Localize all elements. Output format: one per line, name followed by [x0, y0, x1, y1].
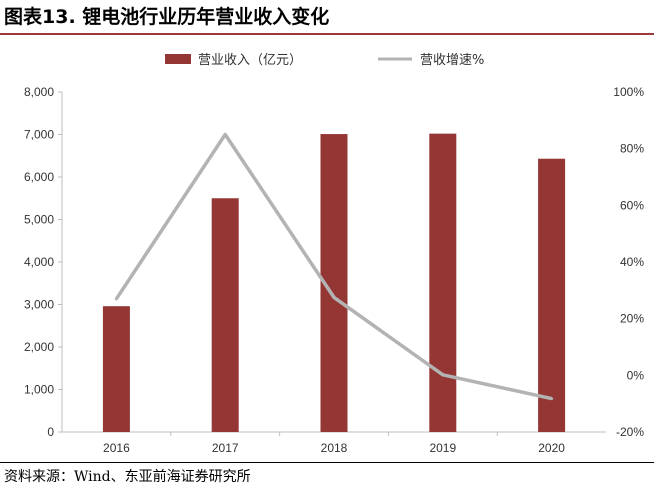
legend: 营业收入（亿元） 营收增速%	[165, 53, 484, 68]
growth-point	[441, 373, 445, 377]
axes: 0 1,000 2,000 3,000 4,000 5,000 6,000 7,000 8,00…	[24, 85, 644, 455]
source-note: 资料来源：Wind、东亚前海证券研究所	[4, 469, 251, 485]
growth-point	[114, 297, 118, 301]
legend-bar-swatch	[165, 54, 191, 64]
growth-point	[332, 295, 336, 299]
y-left-tick-label: 8,000	[24, 85, 54, 99]
y-right-tick-label: 40%	[620, 255, 644, 269]
y-left-tick-label: 0	[47, 425, 54, 439]
y-right-tick-label: 20%	[620, 312, 644, 326]
revenue-bar	[538, 158, 566, 432]
y-right-tick-label: -20%	[616, 425, 644, 439]
x-tick-label: 2018	[321, 441, 348, 455]
y-left-tick-label: 2,000	[24, 340, 54, 354]
x-tick-label: 2020	[538, 441, 565, 455]
revenue-bar	[429, 133, 457, 432]
y-left-tick-label: 1,000	[24, 383, 54, 397]
y-left-tick-label: 6,000	[24, 170, 54, 184]
x-tick-label: 2017	[212, 441, 239, 455]
revenue-bar	[102, 306, 130, 432]
legend-bar-label: 营业收入（亿元）	[198, 53, 302, 68]
y-left-tick-label: 4,000	[24, 255, 54, 269]
y-left-tick-label: 3,000	[24, 298, 54, 312]
x-tick-label: 2019	[429, 441, 456, 455]
revenue-chart: 营业收入（亿元） 营收增速% 0 1,000 2,000 3,000 4,000 5,00…	[24, 53, 644, 455]
y-left-tick-label: 5,000	[24, 213, 54, 227]
x-tick-label: 2016	[103, 441, 130, 455]
chart-title: 图表13. 锂电池行业历年营业收入变化	[4, 6, 330, 28]
revenue-bar	[211, 198, 239, 432]
title-divider	[0, 33, 654, 35]
y-right-tick-label: 60%	[620, 198, 644, 212]
y-right-tick-label: 80%	[620, 142, 644, 156]
source-divider	[0, 462, 654, 463]
y-left-tick-label: 7,000	[24, 128, 54, 142]
legend-line-label: 营收增速%	[420, 53, 484, 68]
growth-point	[223, 133, 227, 136]
y-right-tick-label: 100%	[613, 85, 644, 99]
growth-point	[550, 397, 554, 401]
line-series	[114, 132, 554, 401]
y-right-tick-label: 0%	[627, 368, 645, 382]
